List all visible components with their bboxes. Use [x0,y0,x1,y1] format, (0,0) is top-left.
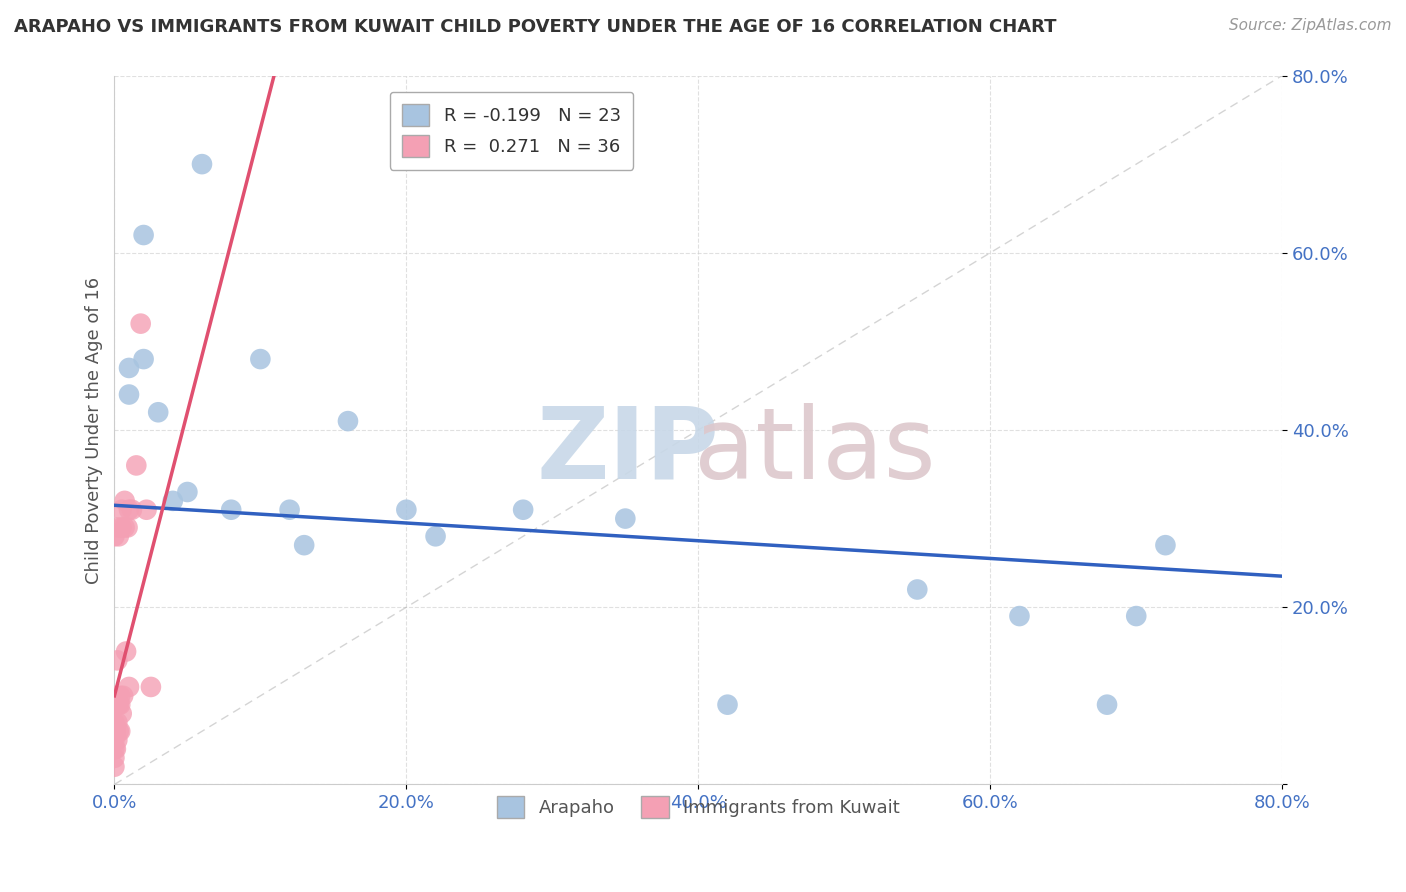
Arapaho [132,352,155,367]
Arapaho [614,511,637,525]
Immigrants from Kuwait [121,502,143,516]
Immigrants from Kuwait [118,680,141,694]
Arapaho [118,387,141,401]
Arapaho [1095,698,1118,712]
Arapaho [1125,609,1147,624]
Arapaho [118,360,141,375]
Text: -0.199: -0.199 [471,96,529,114]
Arapaho [249,352,271,367]
Immigrants from Kuwait [103,715,125,730]
Y-axis label: Child Poverty Under the Age of 16: Child Poverty Under the Age of 16 [86,277,103,583]
Immigrants from Kuwait [114,520,136,534]
Immigrants from Kuwait [103,733,125,747]
Immigrants from Kuwait [104,689,127,703]
Text: 23: 23 [564,96,588,114]
Arapaho [716,698,738,712]
Arapaho [132,227,155,242]
Arapaho [292,538,315,552]
Arapaho [395,502,418,516]
Immigrants from Kuwait [111,502,134,516]
Immigrants from Kuwait [103,529,125,543]
Immigrants from Kuwait [105,520,128,534]
Immigrants from Kuwait [112,689,135,703]
Immigrants from Kuwait [114,494,136,508]
Text: ARAPAHO VS IMMIGRANTS FROM KUWAIT CHILD POVERTY UNDER THE AGE OF 16 CORRELATION : ARAPAHO VS IMMIGRANTS FROM KUWAIT CHILD … [14,18,1056,36]
Text: Source: ZipAtlas.com: Source: ZipAtlas.com [1229,18,1392,33]
Arapaho [148,405,170,419]
Immigrants from Kuwait [103,760,125,774]
Immigrants from Kuwait [103,751,125,765]
Immigrants from Kuwait [103,742,125,756]
Immigrants from Kuwait [117,520,139,534]
Text: 0.271: 0.271 [474,120,526,137]
Arapaho [176,485,198,500]
Arapaho [191,157,214,171]
Immigrants from Kuwait [107,724,129,739]
Immigrants from Kuwait [110,724,132,739]
Arapaho [905,582,928,597]
Immigrants from Kuwait [129,317,152,331]
Arapaho [336,414,359,428]
Arapaho [162,494,184,508]
Text: ZIP: ZIP [537,403,720,500]
Immigrants from Kuwait [104,742,127,756]
Immigrants from Kuwait [125,458,148,473]
Arapaho [1008,609,1031,624]
Immigrants from Kuwait [107,529,129,543]
Immigrants from Kuwait [105,733,128,747]
Immigrants from Kuwait [135,502,157,516]
Immigrants from Kuwait [104,724,127,739]
Immigrants from Kuwait [110,689,132,703]
Arapaho [219,502,242,516]
Immigrants from Kuwait [105,653,128,667]
Arapaho [512,502,534,516]
Immigrants from Kuwait [103,698,125,712]
Immigrants from Kuwait [105,698,128,712]
Legend: Arapaho, Immigrants from Kuwait: Arapaho, Immigrants from Kuwait [489,789,907,825]
Immigrants from Kuwait [118,502,141,516]
Immigrants from Kuwait [110,698,132,712]
Immigrants from Kuwait [105,715,128,730]
Immigrants from Kuwait [115,644,138,658]
Arapaho [425,529,447,543]
Arapaho [278,502,301,516]
Immigrants from Kuwait [111,706,134,721]
Text: atlas: atlas [695,403,936,500]
Arapaho [1154,538,1177,552]
Text: 36: 36 [564,120,586,137]
Immigrants from Kuwait [139,680,162,694]
Immigrants from Kuwait [111,520,134,534]
Immigrants from Kuwait [107,698,129,712]
